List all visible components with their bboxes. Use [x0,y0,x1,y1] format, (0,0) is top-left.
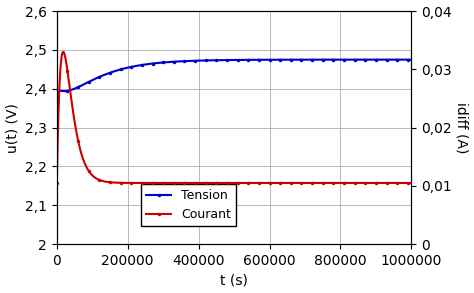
Courant [54,181,60,185]
Y-axis label: u(t) (V): u(t) (V) [6,103,19,153]
Tension [308,58,313,62]
Courant [409,181,414,185]
Tension [268,58,274,62]
Courant [60,50,66,54]
Tension [282,58,287,62]
Tension [142,63,148,66]
Y-axis label: idiff (A): idiff (A) [455,102,468,153]
Legend: Tension, Courant: Tension, Courant [141,184,236,226]
Courant [282,181,287,185]
X-axis label: t (s): t (s) [220,273,248,287]
Courant [142,181,148,185]
Courant [308,181,313,185]
Tension [54,126,60,130]
Courant [385,181,391,185]
Line: Tension: Tension [55,57,413,130]
Courant [222,181,228,185]
Tension [409,58,414,61]
Courant [326,181,331,185]
Courant [268,181,274,185]
Tension [222,58,228,62]
Line: Courant: Courant [55,50,413,185]
Tension [385,58,391,61]
